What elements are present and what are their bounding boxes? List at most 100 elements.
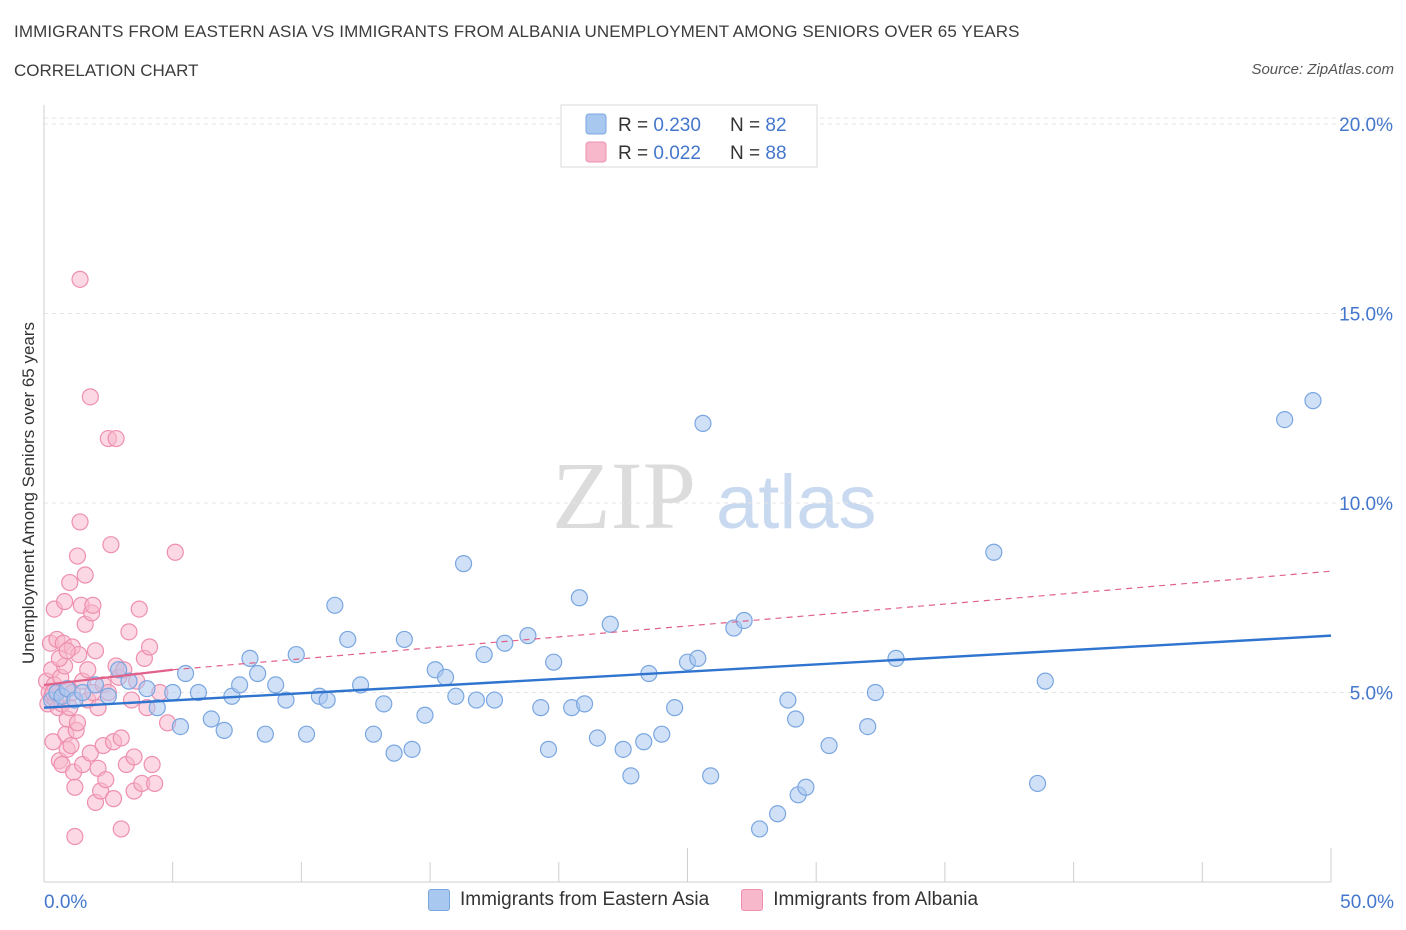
stats-row-blue: R = 0.230 N = 82: [618, 115, 787, 136]
data-point: [635, 733, 653, 751]
data-point: [120, 623, 138, 641]
data-point: [416, 706, 434, 724]
data-point: [797, 778, 815, 796]
data-point: [750, 820, 769, 838]
r-label: R =: [618, 115, 653, 136]
data-point: [601, 615, 619, 633]
y-tick-label: 15.0%: [1339, 304, 1393, 325]
data-point: [1036, 672, 1054, 690]
data-point: [102, 536, 120, 554]
data-point: [570, 589, 588, 607]
legend-item-eastern-asia[interactable]: Immigrants from Eastern Asia: [428, 889, 709, 911]
data-point: [68, 714, 87, 732]
y-tick-label: 5.0%: [1350, 683, 1393, 704]
legend-swatch-blue: [428, 889, 450, 911]
data-point: [545, 653, 563, 671]
y-axis-label: Unemployment Among Seniors over 65 years: [19, 322, 38, 664]
data-point: [74, 683, 92, 702]
data-point: [146, 774, 164, 793]
data-point: [104, 790, 123, 808]
data-point: [55, 592, 74, 611]
data-point: [1276, 410, 1294, 429]
data-point: [58, 642, 76, 660]
data-point: [297, 725, 316, 743]
data-point: [467, 691, 486, 709]
data-point: [79, 661, 97, 679]
data-point: [148, 699, 166, 717]
data-point: [375, 695, 393, 713]
data-point: [176, 664, 195, 683]
n-label: N =: [730, 143, 765, 164]
data-point: [318, 691, 336, 709]
data-point: [189, 683, 208, 702]
data-point: [86, 676, 105, 694]
data-point: [71, 513, 89, 531]
data-point: [202, 710, 220, 728]
x-tick-label-min: 0.0%: [44, 892, 87, 913]
data-point: [138, 680, 156, 698]
data-point: [985, 543, 1003, 561]
data-point: [485, 691, 504, 709]
data-point: [66, 827, 84, 846]
data-point: [820, 736, 838, 755]
data-point: [539, 740, 558, 758]
data-point: [76, 566, 94, 584]
trend-line-albania-extension: [172, 570, 1332, 671]
data-point: [249, 664, 267, 683]
data-point: [403, 740, 421, 758]
data-point: [68, 547, 87, 565]
legend-item-albania[interactable]: Immigrants from Albania: [741, 889, 978, 911]
gridlines: [44, 117, 1392, 693]
data-point: [215, 721, 233, 739]
data-point: [447, 687, 465, 705]
data-point: [887, 649, 905, 667]
chart-title: IMMIGRANTS FROM EASTERN ASIA VS IMMIGRAN…: [14, 22, 1020, 41]
n-value: 82: [765, 115, 786, 136]
data-point: [143, 755, 161, 774]
data-point: [62, 736, 80, 755]
data-point: [702, 767, 720, 785]
data-point: [866, 683, 885, 702]
r-value: 0.022: [653, 143, 701, 164]
data-point: [622, 767, 640, 785]
data-point: [66, 778, 84, 796]
data-point: [110, 661, 128, 679]
data-point: [120, 672, 138, 690]
data-point: [84, 596, 102, 614]
data-point: [166, 543, 184, 561]
stats-swatch-blue: [585, 113, 607, 135]
data-point: [666, 699, 684, 717]
data-point: [339, 630, 357, 649]
data-point: [364, 725, 383, 743]
data-point: [61, 573, 79, 592]
data-point: [859, 717, 877, 736]
data-point: [112, 729, 130, 747]
y-tick-label: 20.0%: [1339, 115, 1393, 136]
data-point: [267, 676, 285, 694]
stats-row-pink: R = 0.022 N = 88: [618, 143, 787, 164]
data-point: [125, 748, 143, 766]
data-point: [287, 645, 305, 664]
y-tick-labels: 5.0% 10.0% 15.0% 20.0%: [1339, 115, 1393, 705]
x-ticks: [43, 848, 1332, 882]
watermark-zip: ZIP: [552, 442, 696, 549]
legend-label-eastern-asia: Immigrants from Eastern Asia: [460, 889, 710, 910]
data-point: [44, 733, 62, 751]
data-point: [787, 710, 805, 728]
data-point: [436, 668, 455, 686]
trend-lines: [43, 570, 1332, 709]
series-legend: Immigrants from Eastern Asia Immigrants …: [428, 889, 978, 911]
data-point: [735, 611, 753, 630]
data-point: [171, 717, 190, 736]
trend-line-eastern-asia: [43, 634, 1332, 709]
data-point: [588, 729, 607, 747]
data-point: [122, 691, 141, 709]
data-point: [130, 600, 148, 618]
r-label: R =: [618, 143, 653, 164]
data-point: [140, 638, 159, 656]
r-value: 0.230: [653, 115, 701, 136]
stats-legend: R = 0.230 N = 82 R = 0.022 N = 88: [560, 104, 818, 168]
data-point: [277, 691, 295, 709]
data-point: [575, 695, 594, 713]
